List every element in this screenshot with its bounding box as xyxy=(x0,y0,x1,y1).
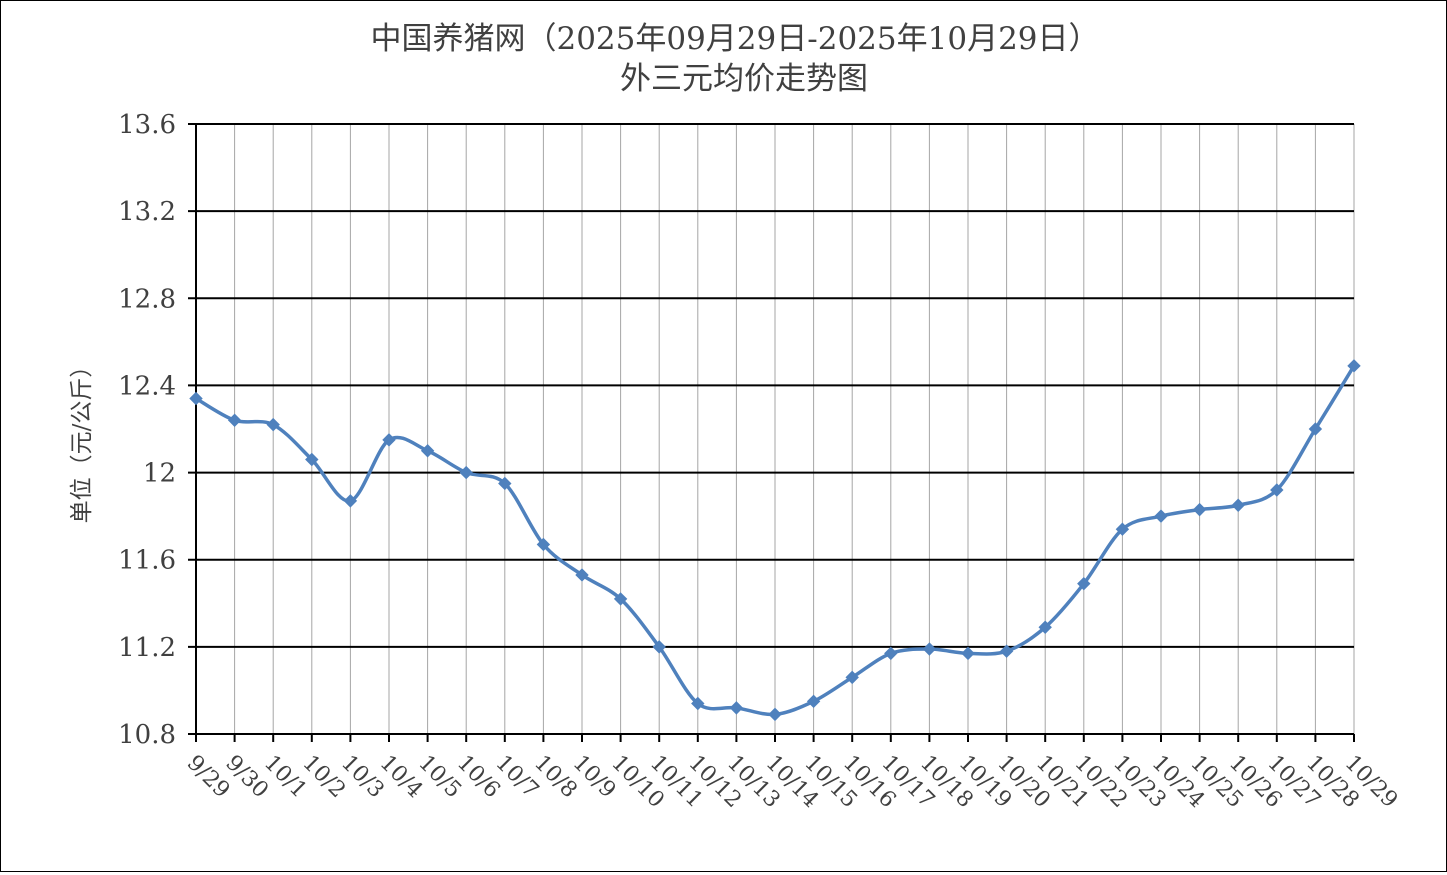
data-point-marker xyxy=(1077,576,1091,591)
data-point-marker xyxy=(305,452,319,467)
data-point-marker xyxy=(1115,522,1130,536)
x-tick-label: 10/4 xyxy=(375,751,428,804)
chart-subtitle: 外三元均价走势图 xyxy=(620,61,868,97)
x-tick-label: 10/1 xyxy=(259,751,312,804)
data-point-marker xyxy=(652,640,666,654)
data-point-marker xyxy=(227,413,242,427)
data-point-marker xyxy=(999,644,1014,658)
data-point-marker xyxy=(266,417,280,432)
chart-title: 中国养猪网（2025年09月29日-2025年10月29日） xyxy=(370,21,1099,57)
x-tick-label: 10/3 xyxy=(336,751,389,804)
data-point-marker xyxy=(536,537,551,552)
data-point-marker xyxy=(1308,422,1323,436)
data-point-marker xyxy=(691,696,705,711)
data-point-marker xyxy=(189,391,203,406)
y-tick-label: 13.2 xyxy=(118,197,176,227)
x-tick-labels: 9/299/3010/110/210/310/410/510/610/710/8… xyxy=(182,751,1403,814)
data-point-marker xyxy=(1192,502,1207,517)
y-tick-label: 11.6 xyxy=(118,546,176,576)
data-point-marker xyxy=(1347,359,1361,373)
y-tick-label: 12.8 xyxy=(118,284,176,314)
x-tick-label: 10/6 xyxy=(452,751,505,804)
data-point-marker xyxy=(613,592,628,606)
y-tick-label: 12 xyxy=(143,459,176,489)
y-tick-label: 12.4 xyxy=(118,371,176,401)
grid-layer xyxy=(188,123,1355,735)
data-point-marker xyxy=(729,701,744,715)
data-point-marker xyxy=(806,694,821,709)
y-tick-label: 10.8 xyxy=(118,720,176,750)
data-point-marker xyxy=(1270,483,1284,497)
y-tick-labels: 13.6 13.2 12.8 12.4 12 11.6 11.2 10.8 xyxy=(118,110,176,750)
y-tick-label: 13.6 xyxy=(118,110,176,140)
data-point-marker xyxy=(922,642,937,656)
data-point-marker xyxy=(961,646,975,661)
x-tick-label: 10/8 xyxy=(529,751,582,804)
data-point-marker xyxy=(382,433,396,447)
x-tick-label: 10/7 xyxy=(491,751,544,804)
data-point-marker xyxy=(498,476,512,491)
data-point-marker xyxy=(459,465,473,480)
series-layer xyxy=(189,359,1361,722)
data-point-marker xyxy=(884,646,898,661)
data-point-marker xyxy=(343,494,358,508)
x-tick-label: 10/2 xyxy=(298,751,351,804)
x-tick-label: 9/30 xyxy=(220,751,273,804)
data-point-marker xyxy=(1231,498,1245,512)
data-point-marker xyxy=(768,707,782,722)
x-tick-label: 10/5 xyxy=(413,751,466,804)
y-tick-label: 11.2 xyxy=(118,633,176,663)
data-point-marker xyxy=(1038,620,1052,634)
data-point-marker xyxy=(575,568,589,582)
data-point-marker xyxy=(845,670,859,685)
x-tick-label: 9/29 xyxy=(182,751,235,804)
data-point-marker xyxy=(420,444,435,458)
axis-layer xyxy=(195,124,1355,742)
x-tick-label: 10/9 xyxy=(568,751,621,804)
y-axis-label: 单位（元/公斤） xyxy=(69,355,95,524)
data-point-marker xyxy=(1154,509,1168,523)
